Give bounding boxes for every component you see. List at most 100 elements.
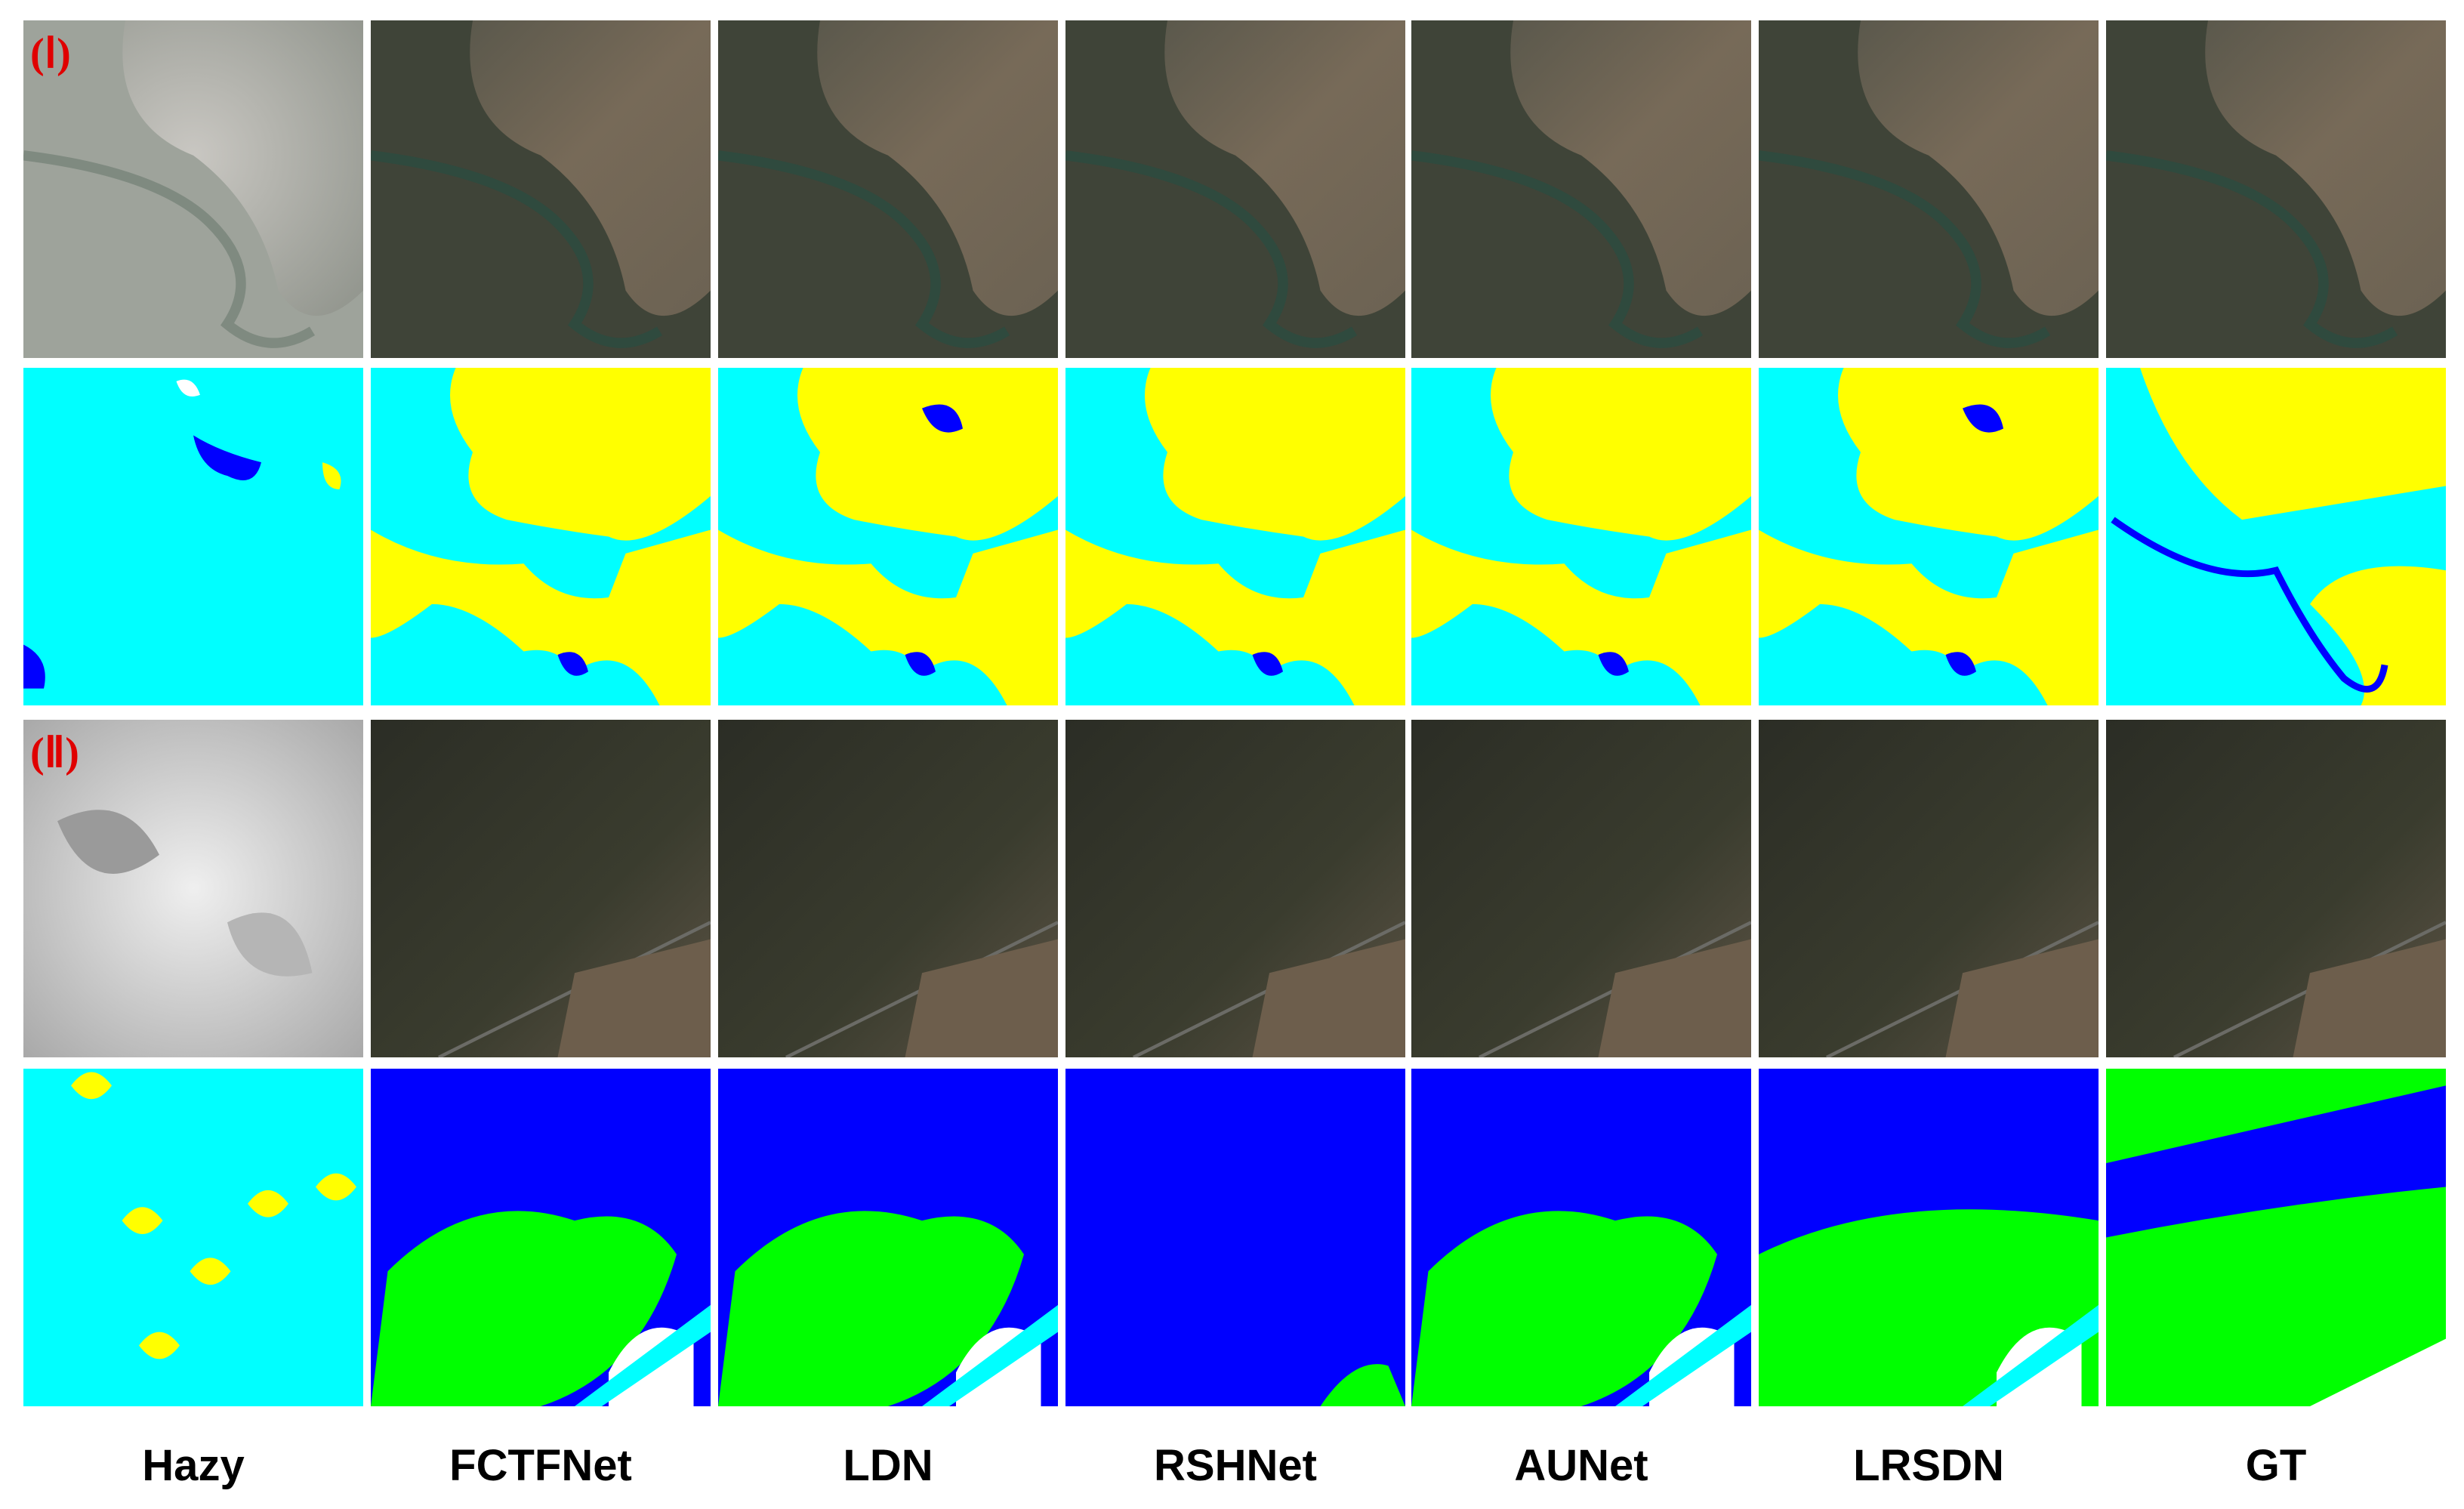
region — [371, 1211, 677, 1406]
image-panel — [1411, 20, 1751, 358]
region — [1411, 529, 1751, 705]
image-panel — [2106, 720, 2446, 1057]
cloud-shadow — [57, 810, 159, 874]
column-label: RSHNet — [1154, 1441, 1317, 1490]
urban-area — [23, 20, 363, 358]
segmentation-map — [1065, 1069, 1405, 1406]
column-label: GT — [2246, 1441, 2307, 1490]
river — [371, 150, 663, 348]
image-panel — [23, 368, 363, 705]
region — [718, 1211, 1024, 1406]
image-panel — [23, 720, 363, 1057]
column-label: FCTFNet — [449, 1441, 632, 1490]
region — [1411, 1211, 1717, 1406]
image-panel — [1065, 1069, 1405, 1406]
urban-area — [905, 939, 1058, 1057]
image-panel — [23, 20, 363, 358]
region — [1945, 652, 1976, 676]
image-panel — [371, 1069, 711, 1406]
image-panel — [1065, 720, 1405, 1057]
river — [2106, 150, 2398, 348]
urban-area — [1065, 20, 1405, 358]
river — [718, 150, 1010, 348]
image-panel — [2106, 1069, 2446, 1406]
blob — [316, 1173, 356, 1201]
region — [1065, 529, 1405, 705]
region — [23, 644, 45, 689]
region — [450, 368, 711, 541]
region — [718, 529, 1058, 705]
image-panel — [1759, 368, 2099, 705]
region — [1320, 1364, 1405, 1406]
urban-area — [2293, 939, 2446, 1057]
urban-area — [2106, 20, 2446, 358]
urban-area — [1598, 939, 1751, 1057]
image-panel — [1759, 1069, 2099, 1406]
region — [1491, 368, 1751, 541]
column-label: AUNet — [1514, 1441, 1648, 1490]
urban-area — [718, 20, 1058, 358]
urban-area — [557, 939, 711, 1057]
image-panel — [1411, 1069, 1751, 1406]
image-panel — [718, 20, 1058, 358]
region — [1759, 529, 2099, 705]
image-panel — [1411, 368, 1751, 705]
image-panel — [718, 368, 1058, 705]
row-label: (Ⅱ) — [30, 730, 79, 776]
image-panel — [2106, 368, 2446, 705]
segmentation-map — [23, 368, 363, 705]
river — [1759, 150, 2051, 348]
river — [2111, 517, 2388, 693]
region — [2310, 1338, 2446, 1406]
cloud-shadow — [227, 912, 313, 977]
satellite-image — [23, 720, 363, 1057]
blob — [190, 1258, 231, 1285]
river — [1411, 150, 1704, 348]
blob — [248, 1190, 288, 1217]
region — [193, 435, 261, 480]
blob — [71, 1072, 112, 1100]
region — [371, 529, 711, 705]
image-panel — [371, 20, 711, 358]
column-label: LDN — [843, 1441, 933, 1490]
image-panel — [718, 720, 1058, 1057]
column-label: Hazy — [142, 1441, 244, 1490]
image-panel — [1411, 720, 1751, 1057]
image-panel — [371, 368, 711, 705]
blob — [139, 1332, 180, 1359]
region — [905, 652, 936, 676]
blob — [122, 1207, 163, 1235]
region — [797, 368, 1058, 541]
region — [1252, 652, 1283, 676]
image-panel — [1065, 20, 1405, 358]
region — [176, 379, 200, 397]
region — [2106, 368, 2446, 705]
region — [322, 462, 341, 489]
urban-area — [1945, 939, 2099, 1057]
region — [1145, 368, 1405, 541]
urban-area — [1759, 20, 2099, 358]
region — [1598, 652, 1629, 676]
region — [1838, 368, 2099, 541]
region — [557, 652, 588, 676]
image-panel — [2106, 20, 2446, 358]
image-panel — [1759, 20, 2099, 358]
region — [2106, 1085, 2446, 1238]
river — [23, 150, 316, 348]
region — [922, 404, 963, 433]
image-panel — [371, 720, 711, 1057]
image-panel — [23, 1069, 363, 1406]
image-panel — [1065, 368, 1405, 705]
column-label: LRSDN — [1853, 1441, 2004, 1490]
image-panel — [1759, 720, 2099, 1057]
urban-area — [1411, 20, 1751, 358]
river — [1065, 150, 1358, 348]
region — [1963, 404, 2003, 433]
row-label: (Ⅰ) — [30, 30, 71, 77]
urban-area — [1252, 939, 1405, 1057]
urban-area — [371, 20, 711, 358]
segmentation-map — [23, 1069, 363, 1406]
image-panel — [718, 1069, 1058, 1406]
